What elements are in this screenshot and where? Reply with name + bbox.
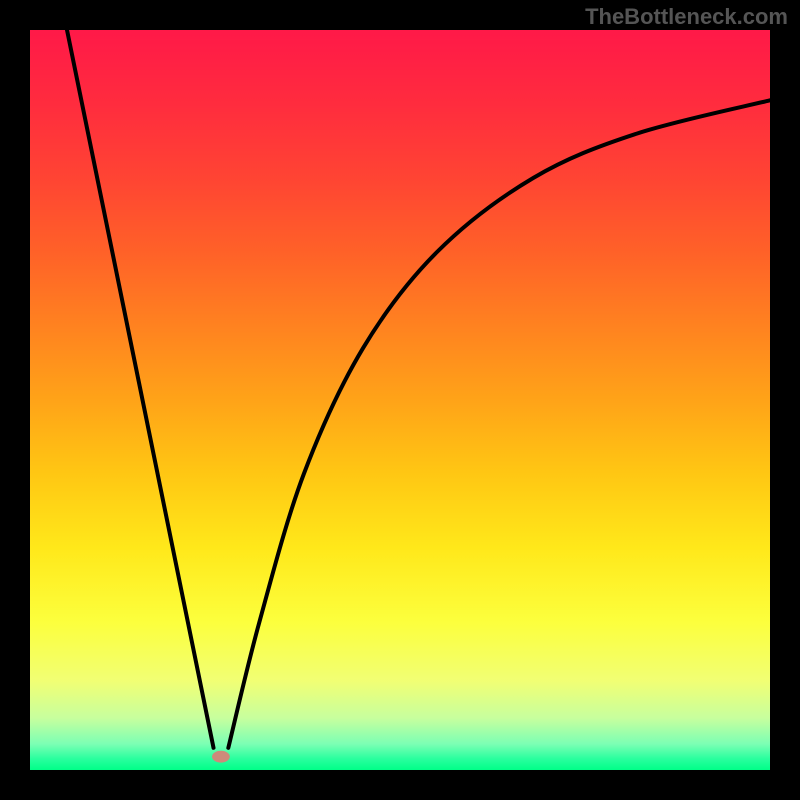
plot-area: [30, 30, 770, 770]
notch-marker: [212, 751, 230, 763]
chart-frame: TheBottleneck.com: [0, 0, 800, 800]
left-branch-line: [67, 30, 214, 748]
right-branch-curve: [228, 100, 770, 748]
curve-layer: [30, 30, 770, 770]
watermark-text: TheBottleneck.com: [585, 4, 788, 30]
